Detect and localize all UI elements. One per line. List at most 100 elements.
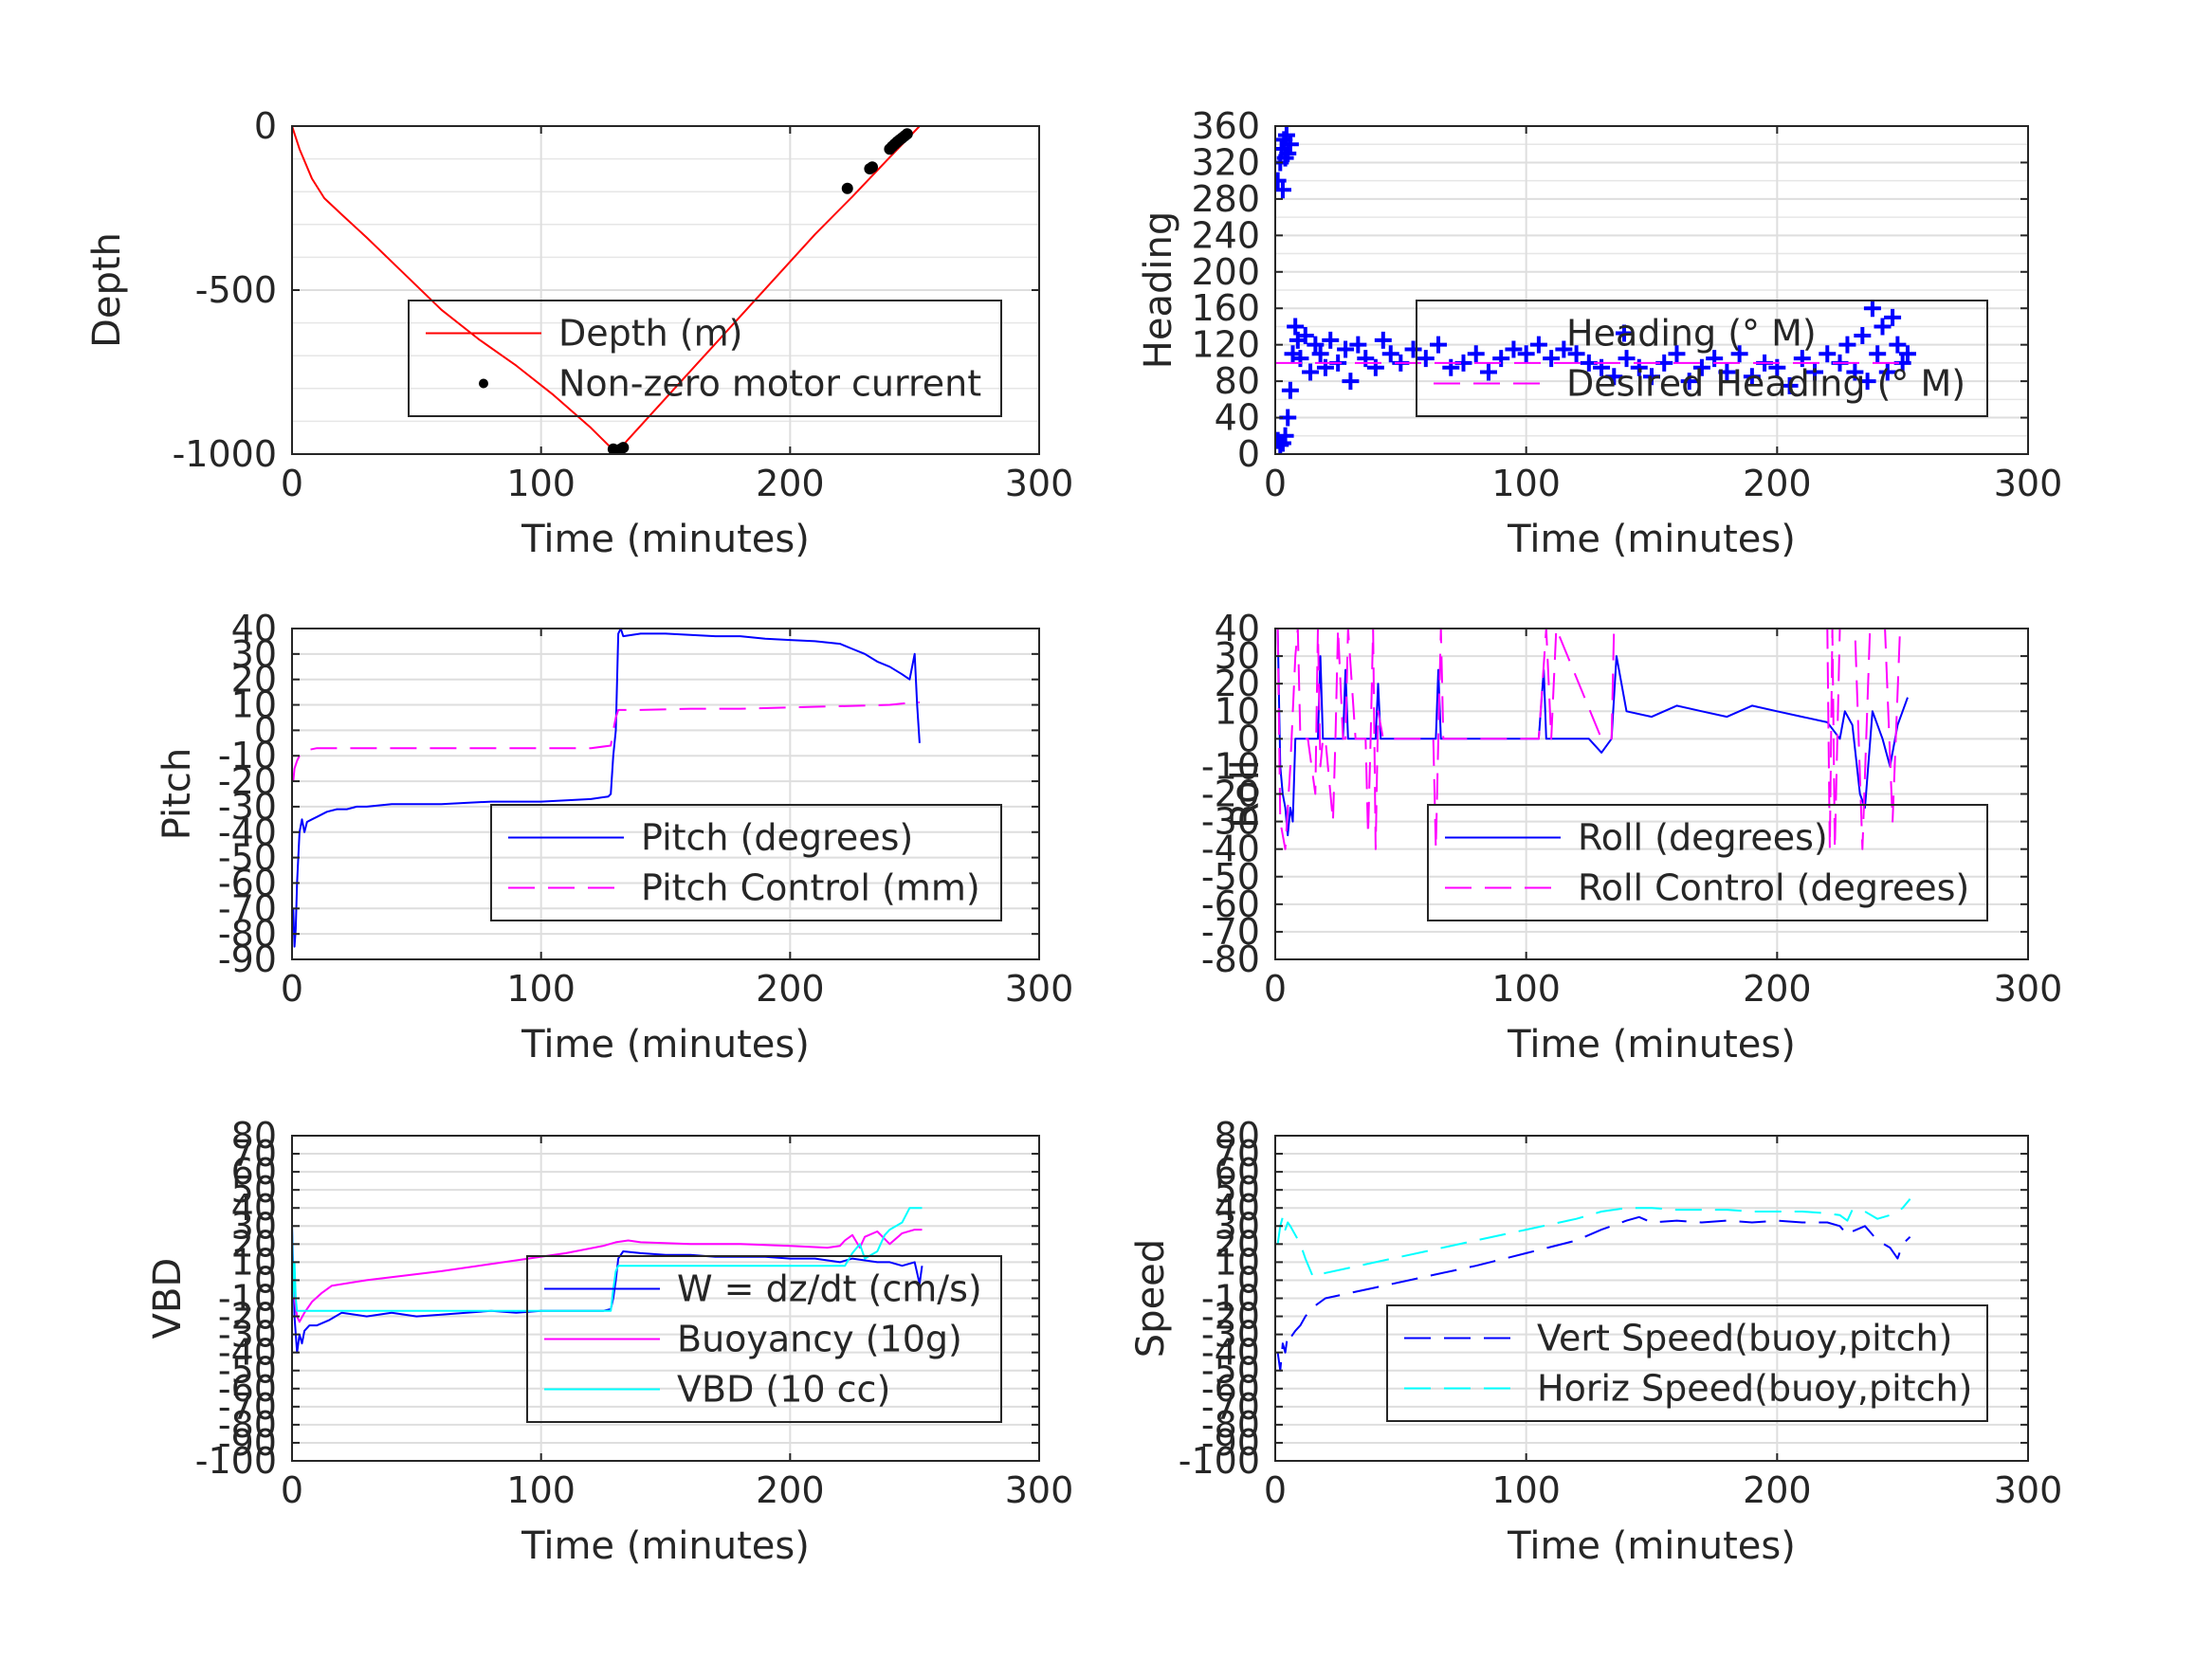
y-tick-label: -10 (1201, 1278, 1260, 1320)
y-tick-label: 320 (1191, 141, 1260, 183)
y-tick-label: 20 (231, 1223, 277, 1265)
y-tick-label: -90 (1201, 1422, 1260, 1464)
legend-box (526, 1255, 1002, 1423)
x-tick-label: 300 (1994, 1469, 2063, 1511)
series-heading-m-point (1567, 345, 1585, 363)
y-tick-label: -10 (218, 735, 277, 776)
series-heading-m-point (1337, 340, 1355, 358)
y-tick-label: -70 (218, 887, 277, 929)
y-tick-label: 70 (1215, 1133, 1260, 1175)
x-tick-label: 0 (1264, 463, 1287, 504)
y-tick-label: 20 (1215, 663, 1260, 704)
y-tick-label: 30 (231, 633, 277, 675)
x-tick-label: 100 (1491, 968, 1561, 1010)
y-axis-label: VBD (146, 1258, 190, 1340)
series-heading-m-point (1692, 358, 1710, 376)
series-vbd-10-cc-line (292, 1207, 923, 1312)
y-tick-label: 60 (1215, 1151, 1260, 1193)
series-heading-m-point (1342, 373, 1360, 391)
series-heading-m-point (1275, 172, 1287, 190)
y-tick-label: 0 (254, 709, 277, 751)
series-heading-m-point (1442, 358, 1460, 376)
series-non-zero-motor-current-point (841, 182, 853, 194)
y-tick-label: -20 (218, 760, 277, 802)
legend-box (408, 300, 1002, 417)
legend-label: Roll Control (degrees) (1578, 867, 1969, 909)
series-heading-m-point (1838, 336, 1856, 354)
series-group (1276, 1198, 1911, 1372)
series-heading-m-point (1898, 345, 1916, 363)
series-heading-m-point (1357, 350, 1375, 368)
series-heading-m-point (1349, 336, 1367, 354)
y-tick-label: 20 (1215, 1223, 1260, 1265)
subplot-5: 0 100 200 300-100-90-80-70-60-50-40-30-20-1… (146, 1115, 1073, 1568)
subplot-3: 0 100 200 300-90-80-70-60-50-40-30-20-10010… (155, 608, 1073, 1066)
y-tick-label: 50 (231, 1169, 277, 1211)
y-tick-label: 40 (1215, 1187, 1260, 1229)
y-tick-label: -50 (1201, 856, 1260, 898)
legend: Heading (° M) Desired Heading (° M) (1416, 300, 1988, 417)
x-tick-label: 200 (756, 968, 825, 1010)
series-vert-speed-buoy-pitch-line (1276, 1215, 1911, 1372)
y-tick-label: -30 (1201, 1314, 1260, 1356)
axes-box (291, 628, 1040, 960)
y-tick-label: 240 (1191, 214, 1260, 256)
x-tick-label: 300 (1005, 1469, 1074, 1511)
series-depth-m-line (292, 126, 921, 452)
y-tick-label: -1000 (173, 433, 277, 475)
x-tick-label: 200 (756, 463, 825, 504)
series-heading-m-point (1291, 350, 1309, 368)
x-tick-label: 0 (281, 1469, 303, 1511)
y-tick-label: 0 (254, 1259, 277, 1301)
x-tick-label: 200 (756, 1469, 825, 1511)
series-non-zero-motor-current-point (617, 442, 630, 454)
legend-label: Horiz Speed(buoy,pitch) (1537, 1368, 1972, 1410)
series-heading-m-point (1718, 363, 1736, 381)
y-tick-label: 360 (1191, 105, 1260, 147)
legend-label: W = dz/dt (cm/s) (677, 1268, 982, 1310)
y-tick-label: -70 (1201, 1386, 1260, 1428)
series-heading-m-point (1366, 358, 1384, 376)
x-tick-label: 200 (1743, 968, 1812, 1010)
x-tick-label: 200 (1743, 463, 1812, 504)
series-heading-m-point (1878, 363, 1896, 381)
x-tick-label: 100 (1491, 463, 1561, 504)
legend: Vert Speed(buoy,pitch) Horiz Speed(buoy,p… (1386, 1304, 1988, 1422)
y-tick-label: -60 (218, 862, 277, 903)
y-tick-label: -30 (1201, 801, 1260, 843)
y-tick-label: 10 (1215, 1241, 1260, 1283)
x-tick-label: 100 (1491, 1469, 1561, 1511)
y-tick-label: 0 (1237, 433, 1260, 475)
series-heading-m-point (1743, 368, 1761, 386)
x-tick-label: 0 (1264, 968, 1287, 1010)
y-axis-label: Depth (85, 232, 129, 348)
legend: Pitch (degrees) Pitch Control (mm) (490, 804, 1002, 921)
y-tick-label: -40 (1201, 829, 1260, 870)
y-tick-label: 80 (1215, 1115, 1260, 1157)
x-axis-label: Time (minutes) (1507, 1023, 1796, 1066)
subplot-2: 0 100 200 30004080120160200240280320360Time… (1137, 105, 2062, 561)
subplot-4: 0 100 200 300-80-70-60-50-40-30-20-10010203… (1201, 608, 2062, 1066)
series-heading-m-point (1854, 327, 1872, 345)
legend-box (1416, 300, 1988, 417)
y-tick-label: -10 (218, 1278, 277, 1320)
y-tick-label: -60 (218, 1368, 277, 1410)
y-tick-label: -70 (218, 1386, 277, 1428)
y-tick-label: 0 (1237, 1259, 1260, 1301)
legend-marker (1616, 324, 1633, 342)
series-heading-m-point (1555, 340, 1573, 358)
series-heading-m-point (1846, 363, 1864, 381)
x-tick-label: 0 (281, 463, 303, 504)
y-axis-label: Roll (1224, 759, 1268, 829)
series-heading-m-point (1643, 368, 1660, 386)
y-tick-label: -50 (218, 837, 277, 879)
y-tick-label: -80 (1201, 939, 1260, 980)
series-heading-m-point (1793, 350, 1811, 368)
series-heading-m-point (1281, 136, 1299, 154)
legend-box (490, 804, 1002, 921)
legend-label: Buoyancy (10g) (677, 1319, 962, 1360)
legend-label: Non-zero motor current (558, 363, 981, 405)
y-tick-label: 30 (231, 1205, 277, 1247)
series-heading-m-point (1276, 427, 1294, 445)
